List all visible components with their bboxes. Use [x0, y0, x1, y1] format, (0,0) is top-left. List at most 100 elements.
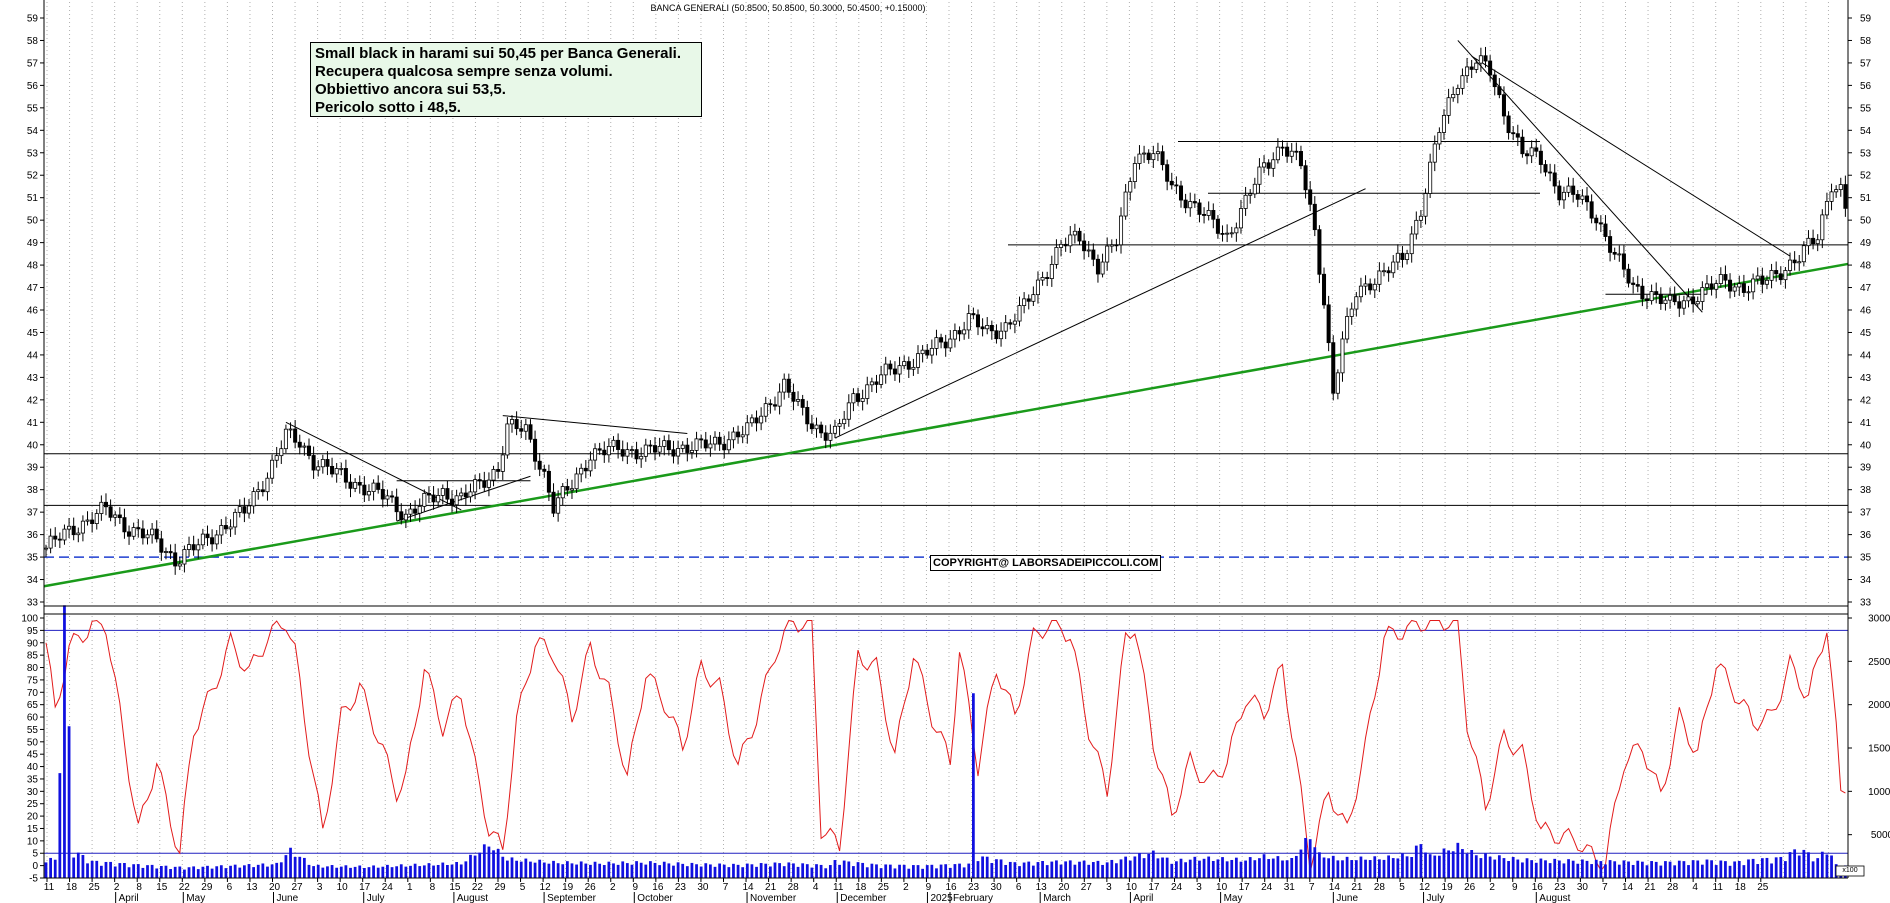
candle-body: [233, 511, 238, 528]
candle-body: [929, 347, 934, 356]
candle-body: [763, 403, 768, 417]
candle-body: [1091, 249, 1096, 260]
candle-body: [76, 532, 81, 536]
candle-body: [385, 495, 390, 500]
candle-body: [1377, 270, 1382, 285]
candle-body: [694, 438, 699, 451]
note-line: Recupera qualcosa sempre senza volumi.: [315, 63, 613, 80]
candle-body: [546, 470, 551, 493]
candle-body: [353, 481, 358, 489]
candle-body: [237, 506, 242, 513]
candle-body: [989, 325, 994, 332]
candle-body: [869, 381, 874, 386]
day-tick-label: 2: [1489, 882, 1495, 893]
candle-body: [685, 444, 690, 453]
price-tick-label: 40: [1860, 440, 1872, 451]
oscillator-tick-label: 80: [27, 663, 39, 674]
candle-body: [1128, 181, 1133, 193]
candle-body: [1280, 146, 1285, 149]
candle-body: [1035, 279, 1040, 296]
day-tick-label: 23: [675, 882, 687, 893]
day-tick-label: 6: [227, 882, 233, 893]
candle-body: [1063, 243, 1068, 247]
candle-body: [1008, 322, 1013, 325]
note-line: Obbiettivo ancora sui 53,5.: [315, 81, 506, 98]
candle-body: [1206, 210, 1211, 216]
price-tick-label: 46: [1860, 306, 1872, 317]
candle-body: [1580, 195, 1585, 200]
candle-body: [1142, 152, 1147, 155]
candle-body: [519, 428, 524, 432]
candle-body: [772, 404, 777, 407]
candle-body: [90, 519, 95, 524]
trendline: [396, 475, 531, 522]
candle-body: [588, 459, 593, 472]
price-tick-label: 33: [1860, 598, 1872, 609]
candle-body: [496, 469, 501, 472]
candle-body: [1266, 162, 1271, 169]
candle-body: [1700, 287, 1705, 302]
candle-body: [154, 528, 159, 540]
candle-body: [786, 378, 791, 393]
candle-body: [71, 525, 76, 536]
day-tick-label: 7: [723, 882, 729, 893]
candle-body: [1838, 184, 1843, 191]
oscillator-tick-label: 75: [27, 675, 39, 686]
candle-body: [1704, 283, 1709, 288]
candle-body: [597, 448, 602, 451]
candle-body: [228, 526, 233, 530]
candle-body: [325, 459, 330, 467]
candle-body: [689, 450, 694, 453]
candle-body: [883, 363, 888, 376]
candle-body: [625, 449, 630, 457]
candle-body: [1824, 201, 1829, 216]
candle-body: [1788, 259, 1793, 271]
candle-body: [256, 489, 261, 492]
candle-body: [1340, 338, 1345, 374]
candle-body: [1114, 244, 1119, 247]
day-tick-label: 2: [903, 882, 909, 893]
candle-body: [1395, 252, 1400, 263]
candle-body: [837, 423, 842, 427]
candle-body: [1455, 87, 1460, 95]
candle-body: [1418, 215, 1423, 221]
day-tick-label: 20: [1058, 882, 1070, 893]
candle-body: [1432, 143, 1437, 163]
candle-body: [1262, 162, 1267, 168]
day-tick-label: 14: [742, 882, 754, 893]
candle-body: [187, 544, 192, 550]
price-tick-label: 39: [1860, 463, 1872, 474]
candle-body: [431, 494, 436, 503]
day-tick-label: 3: [317, 882, 323, 893]
candle-body: [417, 505, 422, 514]
candle-body: [934, 337, 939, 349]
candle-body: [1257, 166, 1262, 185]
candle-body: [210, 537, 215, 545]
note-line: Pericolo sotto i 48,5.: [315, 99, 461, 116]
candle-body: [1820, 214, 1825, 241]
candle-body: [634, 449, 639, 460]
candle-body: [1119, 215, 1124, 246]
candle-body: [662, 440, 667, 447]
day-tick-label: 26: [585, 882, 597, 893]
candle-body: [754, 417, 759, 424]
candle-body: [1677, 301, 1682, 309]
price-tick-label: 56: [1860, 81, 1872, 92]
candle-body: [726, 439, 731, 451]
oscillator-tick-label: 20: [27, 812, 39, 823]
candle-body: [1520, 136, 1525, 155]
candle-body: [537, 460, 542, 470]
candle-body: [1654, 291, 1659, 295]
month-label: December: [840, 893, 887, 903]
candle-body: [1534, 147, 1539, 152]
price-tick-label: 34: [1860, 575, 1872, 586]
candle-body: [1621, 253, 1626, 270]
candle-body: [699, 438, 704, 441]
month-label: July: [1427, 893, 1445, 903]
candle-body: [1552, 172, 1557, 187]
candle-body: [1040, 277, 1045, 281]
candlestick-series: [43, 46, 1848, 575]
candle-body: [1783, 270, 1788, 281]
price-tick-label: 43: [27, 373, 39, 384]
candle-body: [1068, 234, 1073, 247]
